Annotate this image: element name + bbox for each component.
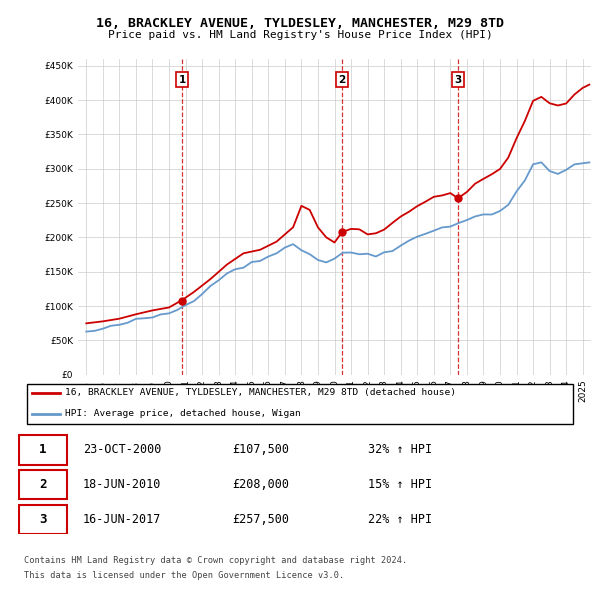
Text: Contains HM Land Registry data © Crown copyright and database right 2024.: Contains HM Land Registry data © Crown c…: [24, 556, 407, 565]
Text: 16, BRACKLEY AVENUE, TYLDESLEY, MANCHESTER, M29 8TD: 16, BRACKLEY AVENUE, TYLDESLEY, MANCHEST…: [96, 17, 504, 30]
Text: 2: 2: [338, 74, 346, 84]
Text: £257,500: £257,500: [232, 513, 289, 526]
Text: 3: 3: [454, 74, 461, 84]
Text: 1: 1: [39, 444, 47, 457]
Text: 2: 2: [39, 478, 47, 491]
FancyBboxPatch shape: [19, 435, 67, 465]
Text: 23-OCT-2000: 23-OCT-2000: [83, 444, 161, 457]
Text: 16, BRACKLEY AVENUE, TYLDESLEY, MANCHESTER, M29 8TD (detached house): 16, BRACKLEY AVENUE, TYLDESLEY, MANCHEST…: [65, 388, 457, 397]
Text: 16-JUN-2017: 16-JUN-2017: [83, 513, 161, 526]
Text: £107,500: £107,500: [232, 444, 289, 457]
Text: 32% ↑ HPI: 32% ↑ HPI: [368, 444, 432, 457]
FancyBboxPatch shape: [27, 384, 573, 424]
Text: 18-JUN-2010: 18-JUN-2010: [83, 478, 161, 491]
Text: £208,000: £208,000: [232, 478, 289, 491]
Text: 3: 3: [39, 513, 47, 526]
Text: 1: 1: [178, 74, 186, 84]
Text: 15% ↑ HPI: 15% ↑ HPI: [368, 478, 432, 491]
Text: Price paid vs. HM Land Registry's House Price Index (HPI): Price paid vs. HM Land Registry's House …: [107, 30, 493, 40]
Text: 22% ↑ HPI: 22% ↑ HPI: [368, 513, 432, 526]
Text: HPI: Average price, detached house, Wigan: HPI: Average price, detached house, Wiga…: [65, 409, 301, 418]
Text: This data is licensed under the Open Government Licence v3.0.: This data is licensed under the Open Gov…: [24, 571, 344, 579]
FancyBboxPatch shape: [19, 504, 67, 534]
FancyBboxPatch shape: [19, 470, 67, 499]
